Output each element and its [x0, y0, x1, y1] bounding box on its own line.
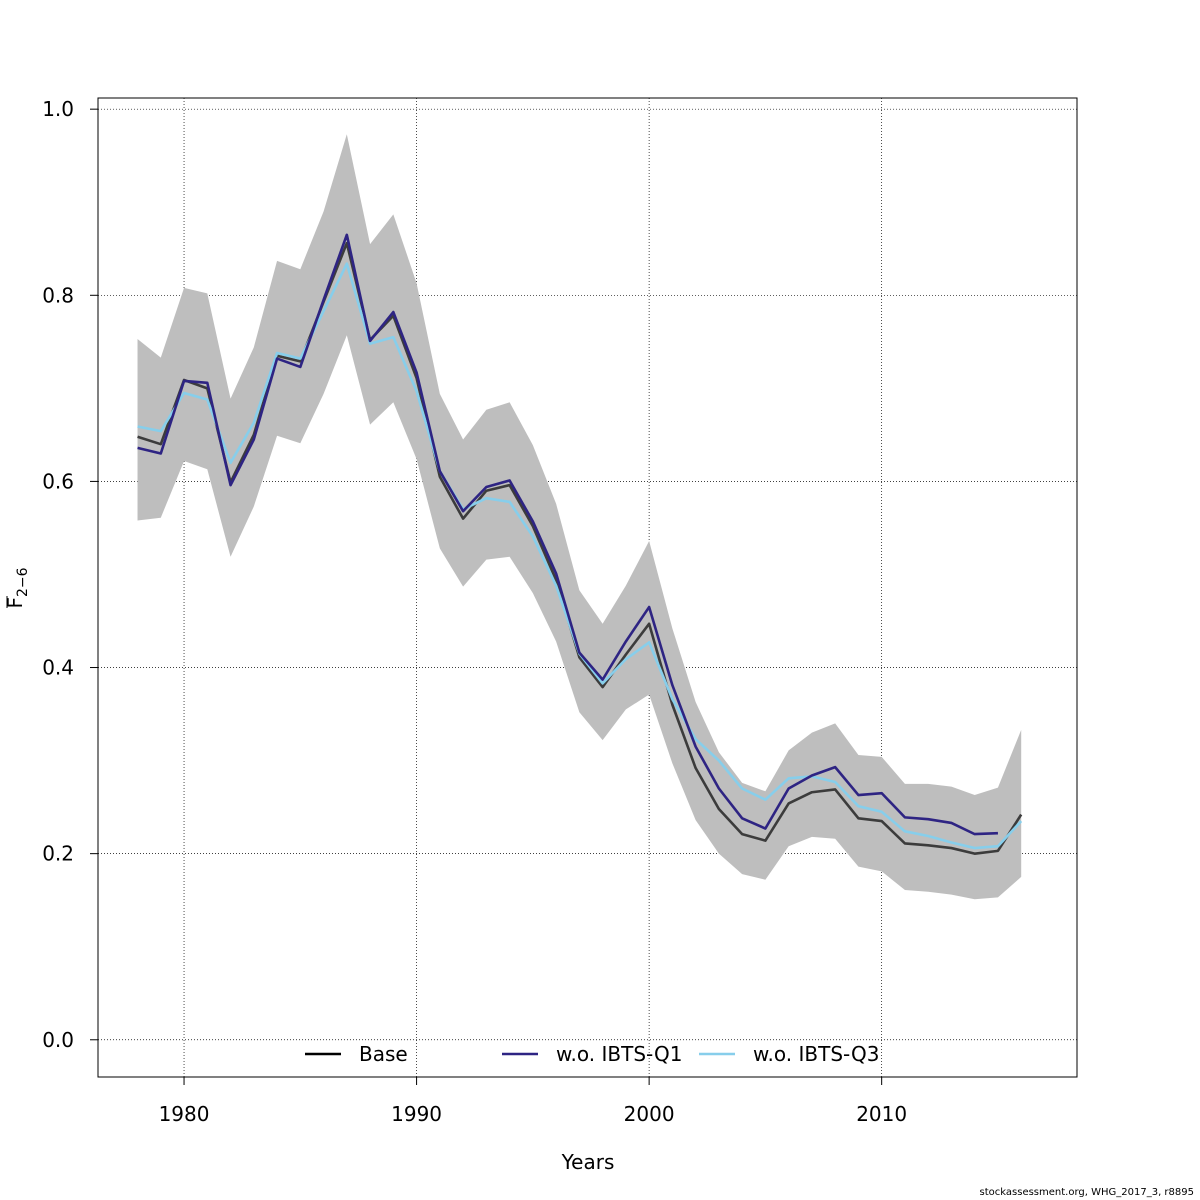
y-tick-label: 0.6 — [42, 469, 74, 493]
y-axis-title-sub: 2−6 — [15, 567, 31, 597]
y-tick-label: 0.8 — [42, 283, 74, 307]
y-tick-label: 0.4 — [42, 656, 74, 680]
x-axis: 1980 1990 2000 2010 — [159, 1077, 907, 1126]
legend-label: Base — [359, 1042, 408, 1066]
series-line-w-o-ibts-q1 — [137, 233, 998, 836]
x-tick-label: 1980 — [159, 1102, 210, 1126]
legend-label: w.o. IBTS-Q3 — [753, 1042, 879, 1066]
legend-label: w.o. IBTS-Q1 — [556, 1042, 682, 1066]
y-axis-title: F2−6 — [3, 567, 31, 608]
svg-text:F2−6: F2−6 — [3, 567, 31, 608]
series-line-base — [137, 241, 1023, 855]
y-tick-label: 0.0 — [42, 1028, 74, 1052]
series-lines — [137, 233, 1023, 855]
x-tick-label: 1990 — [391, 1102, 442, 1126]
footer-credit: stockassessment.org, WHG_2017_3, r8895 — [979, 1187, 1194, 1198]
x-tick-label: 2010 — [856, 1102, 907, 1126]
y-axis: 0.0 0.2 0.4 0.6 0.8 1.0 — [42, 97, 98, 1052]
grid-lines — [98, 98, 1077, 1077]
x-axis-title: Years — [561, 1150, 615, 1174]
confidence-band — [137, 134, 1022, 900]
x-tick-label: 2000 — [624, 1102, 675, 1126]
y-tick-label: 0.2 — [42, 842, 74, 866]
plot-frame — [97, 97, 1078, 1078]
y-tick-label: 1.0 — [42, 97, 74, 121]
y-axis-title-base: F — [3, 597, 27, 609]
legend: Base w.o. IBTS-Q1 w.o. IBTS-Q3 — [305, 1042, 879, 1066]
